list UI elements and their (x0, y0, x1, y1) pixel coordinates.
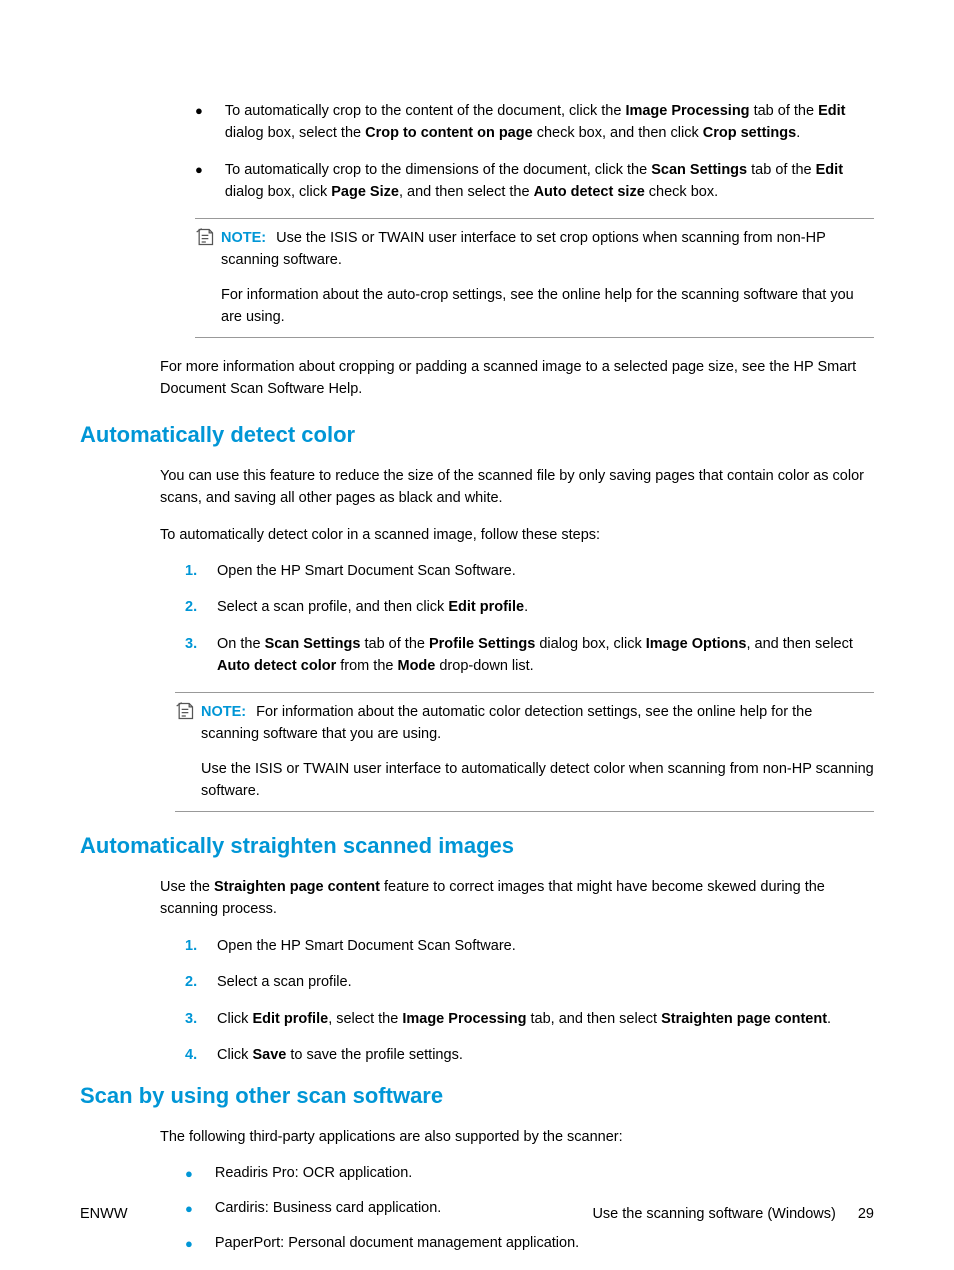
step-text: Click Edit profile, select the Image Pro… (217, 1008, 874, 1030)
list-step: 4.Click Save to save the profile setting… (185, 1044, 874, 1066)
note-para: Use the ISIS or TWAIN user interface to … (201, 758, 874, 803)
bullet-item: ● To automatically crop to the content of… (195, 100, 874, 145)
step-text: Select a scan profile. (217, 971, 874, 993)
step-number: 2. (185, 971, 217, 993)
footer-left: ENWW (80, 1206, 128, 1222)
bullet-marker: ● (185, 1165, 193, 1184)
bullet-marker: ● (195, 102, 203, 145)
step-number: 1. (185, 560, 217, 582)
note-text: For information about the automatic colo… (201, 704, 812, 742)
section1-para2: To automatically detect color in a scann… (160, 524, 874, 546)
bullet-marker: ● (185, 1235, 193, 1254)
note-text: Use the ISIS or TWAIN user interface to … (221, 230, 826, 268)
bullet-marker: ● (195, 161, 203, 204)
step-number: 3. (185, 1008, 217, 1030)
section2-para: Use the Straighten page content feature … (160, 876, 874, 921)
note-para: For information about the auto-crop sett… (221, 284, 874, 329)
bullet-text: Readiris Pro: OCR application. (215, 1163, 412, 1184)
step-text: On the Scan Settings tab of the Profile … (217, 633, 874, 678)
note-label: NOTE: (201, 704, 246, 720)
heading-straighten: Automatically straighten scanned images (80, 830, 874, 862)
step-text: Open the HP Smart Document Scan Software… (217, 935, 874, 957)
bullet-item: ● Readiris Pro: OCR application. (185, 1163, 874, 1184)
footer-right: Use the scanning software (Windows) 29 (592, 1206, 874, 1222)
step-text: Select a scan profile, and then click Ed… (217, 596, 874, 618)
list-step: 1.Open the HP Smart Document Scan Softwa… (185, 935, 874, 957)
section1-para1: You can use this feature to reduce the s… (160, 465, 874, 510)
step-text: Open the HP Smart Document Scan Software… (217, 560, 874, 582)
note-label: NOTE: (221, 230, 266, 246)
heading-other-software: Scan by using other scan software (80, 1080, 874, 1112)
step-number: 3. (185, 633, 217, 678)
step-text: Click Save to save the profile settings. (217, 1044, 874, 1066)
para-after-note1: For more information about cropping or p… (160, 356, 874, 401)
page-footer: ENWW Use the scanning software (Windows)… (80, 1206, 874, 1222)
note-icon (195, 227, 215, 247)
list-step: 2.Select a scan profile. (185, 971, 874, 993)
bullet-text: To automatically crop to the dimensions … (225, 159, 874, 204)
section1-steps: 1.Open the HP Smart Document Scan Softwa… (185, 560, 874, 678)
step-number: 4. (185, 1044, 217, 1066)
section2-steps: 1.Open the HP Smart Document Scan Softwa… (185, 935, 874, 1067)
heading-detect-color: Automatically detect color (80, 419, 874, 451)
footer-section: Use the scanning software (Windows) (592, 1206, 835, 1222)
list-step: 3.Click Edit profile, select the Image P… (185, 1008, 874, 1030)
list-step: 2.Select a scan profile, and then click … (185, 596, 874, 618)
crop-bullet-list: ● To automatically crop to the content of… (195, 100, 874, 204)
step-number: 1. (185, 935, 217, 957)
page-content: ● To automatically crop to the content of… (80, 100, 874, 1254)
bullet-item: ● PaperPort: Personal document management… (185, 1233, 874, 1254)
note-block-1: NOTE:Use the ISIS or TWAIN user interfac… (195, 218, 874, 338)
bullet-text: PaperPort: Personal document management … (215, 1233, 579, 1254)
bullet-item: ● To automatically crop to the dimensions… (195, 159, 874, 204)
list-step: 3.On the Scan Settings tab of the Profil… (185, 633, 874, 678)
page-number: 29 (858, 1206, 874, 1222)
note-block-2: NOTE:For information about the automatic… (175, 692, 874, 812)
bullet-text: To automatically crop to the content of … (225, 100, 874, 145)
list-step: 1.Open the HP Smart Document Scan Softwa… (185, 560, 874, 582)
note-icon (175, 701, 195, 721)
step-number: 2. (185, 596, 217, 618)
section3-para: The following third-party applications a… (160, 1126, 874, 1148)
